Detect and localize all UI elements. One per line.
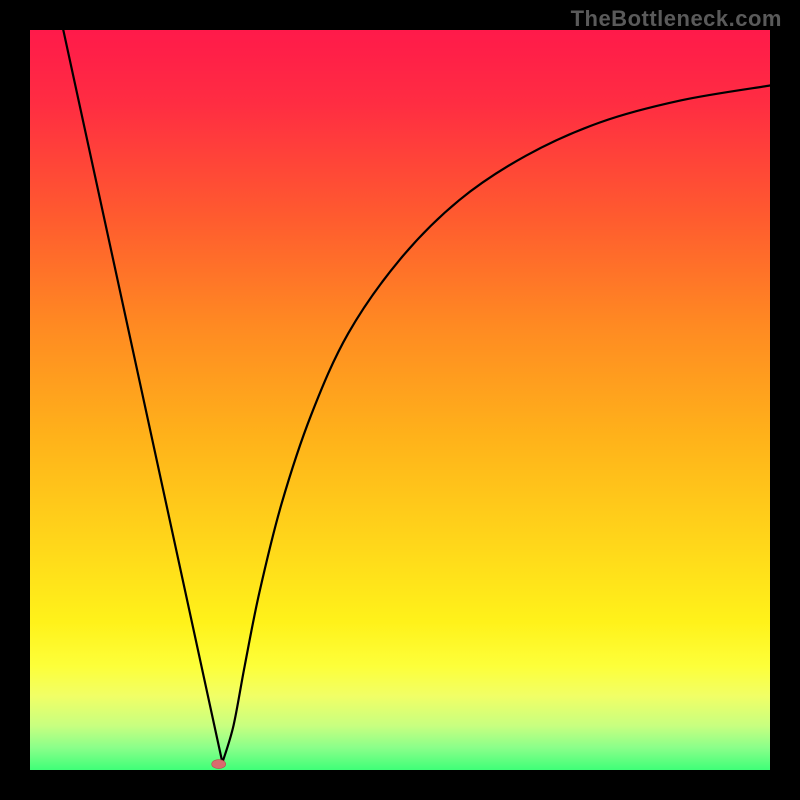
plot-area xyxy=(30,30,770,770)
minimum-marker xyxy=(212,760,226,769)
watermark-label: TheBottleneck.com xyxy=(571,6,782,32)
plot-svg xyxy=(30,30,770,770)
gradient-background xyxy=(30,30,770,770)
chart-container: TheBottleneck.com xyxy=(0,0,800,800)
